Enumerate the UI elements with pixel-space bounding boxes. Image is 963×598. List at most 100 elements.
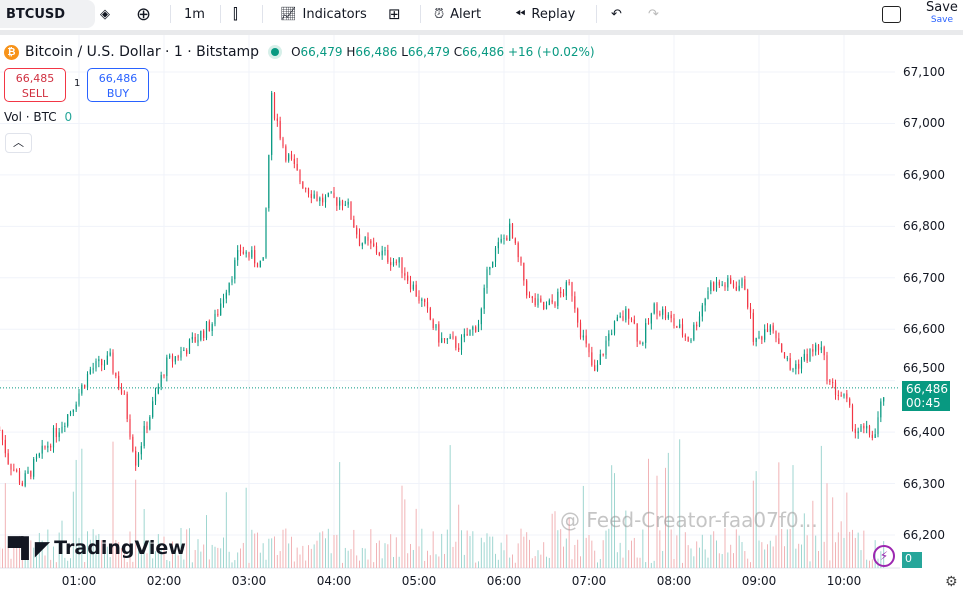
candle-body: [650, 313, 652, 324]
candle-body: [353, 219, 355, 228]
volume-bar: [157, 534, 159, 568]
volume-bar: [288, 543, 290, 568]
candle-body: [798, 363, 800, 369]
buy-button[interactable]: 66,486 BUY: [87, 68, 149, 102]
volume-bar: [650, 562, 652, 568]
volume-bar: [857, 532, 859, 568]
candle-body: [732, 283, 735, 287]
candle-body: [500, 238, 502, 243]
settings-icon[interactable]: ⚙︎: [945, 574, 958, 590]
indicators-button[interactable]: 📈︎ Indicators: [280, 0, 367, 28]
fullscreen-icon[interactable]: [882, 0, 901, 28]
candle-body: [98, 359, 100, 362]
volume-bar: [733, 553, 734, 568]
candles-icon[interactable]: ⫿: [233, 5, 238, 23]
tradingview-logo[interactable]: ▀▌◤ TradingView: [8, 536, 186, 560]
volume-bar: [322, 531, 324, 568]
candle-body: [633, 319, 635, 324]
symbol-search[interactable]: BTCUSD: [0, 0, 95, 28]
candle-body: [268, 154, 270, 209]
volume-bar: [143, 509, 145, 568]
candle-body: [84, 384, 86, 388]
candle-body: [594, 365, 596, 371]
layouts-icon[interactable]: ⊞: [388, 5, 401, 23]
price-chart[interactable]: [0, 35, 963, 598]
alarm-icon: ⏰︎: [434, 6, 445, 22]
undo-icon[interactable]: ↶: [611, 6, 622, 22]
volume-bar: [585, 537, 587, 568]
volume-bar: [174, 546, 176, 568]
volume-bar: [33, 547, 35, 568]
candle-body: [625, 308, 627, 321]
collapse-legend-button[interactable]: ︿: [5, 133, 32, 153]
candle-body: [86, 374, 89, 388]
volume-bar: [591, 540, 593, 568]
volume-bar: [718, 553, 720, 568]
volume-bar: [741, 542, 743, 568]
candle-body: [815, 344, 817, 352]
candle-body: [69, 412, 72, 415]
volume-bar: [138, 545, 139, 568]
time-tick: 01:00: [61, 574, 97, 588]
interval-button[interactable]: 1m: [184, 6, 205, 22]
volume-bar: [333, 535, 335, 568]
volume-bar: [769, 540, 771, 568]
candle-body: [653, 303, 655, 314]
candle-body: [851, 405, 854, 429]
candle-body: [880, 401, 882, 418]
volume-bar: [390, 534, 392, 568]
candle-body: [333, 192, 335, 198]
candle-body: [171, 355, 174, 362]
price-tick: 66,900: [903, 167, 945, 182]
candle-body: [684, 335, 686, 337]
volume-bar: [353, 529, 355, 568]
volume-bar: [721, 554, 723, 568]
volume-bar: [619, 542, 621, 568]
candle-body: [605, 340, 607, 355]
watermark: @ Feed-Creator-faa07f0...: [560, 508, 818, 532]
volume-bar: [798, 543, 800, 568]
candle-body: [874, 434, 876, 438]
volume-bar: [730, 544, 732, 568]
watchlist-icon[interactable]: ◈: [100, 6, 110, 22]
volume-bar: [656, 475, 658, 568]
candle-body: [809, 349, 811, 361]
replay-button[interactable]: ⏪︎ Replay: [515, 0, 575, 28]
candle-body: [154, 393, 157, 402]
volume-bar: [251, 529, 253, 568]
volume-bar: [421, 528, 423, 568]
indicators-label: Indicators: [302, 6, 367, 22]
volume-bar: [242, 542, 244, 568]
candle-body: [656, 303, 658, 314]
candle-body: [506, 237, 508, 241]
alert-button[interactable]: ⏰︎ Alert: [434, 0, 481, 28]
candle-body: [316, 194, 318, 202]
candle-body: [177, 356, 179, 358]
volume-bar: [863, 530, 865, 568]
candle-body: [693, 324, 695, 340]
volume-bar: [330, 553, 332, 568]
volume-bar: [469, 536, 471, 568]
candle-body: [764, 329, 766, 340]
candle-body: [401, 257, 403, 274]
candle-body: [55, 427, 57, 438]
volume-bar: [274, 536, 275, 568]
candle-body: [214, 313, 216, 325]
volume-bar: [687, 545, 689, 568]
candle-body: [106, 355, 108, 365]
candle-body: [61, 426, 63, 433]
candle-body: [642, 342, 644, 345]
candle-body: [191, 336, 193, 340]
sell-button[interactable]: 66,485 SELL: [4, 68, 66, 102]
candle-body: [421, 299, 423, 301]
volume-bar: [140, 549, 142, 568]
volume-bar: [557, 530, 559, 568]
volume-bar: [809, 561, 811, 568]
candle-body: [208, 321, 210, 331]
redo-icon[interactable]: ↷: [648, 6, 659, 22]
add-symbol-icon[interactable]: ⊕: [136, 3, 152, 25]
lightning-icon[interactable]: ⚡︎: [873, 545, 895, 567]
save-button[interactable]: Save Save: [926, 0, 958, 28]
candle-body: [429, 308, 431, 320]
volume-bar: [506, 534, 508, 568]
